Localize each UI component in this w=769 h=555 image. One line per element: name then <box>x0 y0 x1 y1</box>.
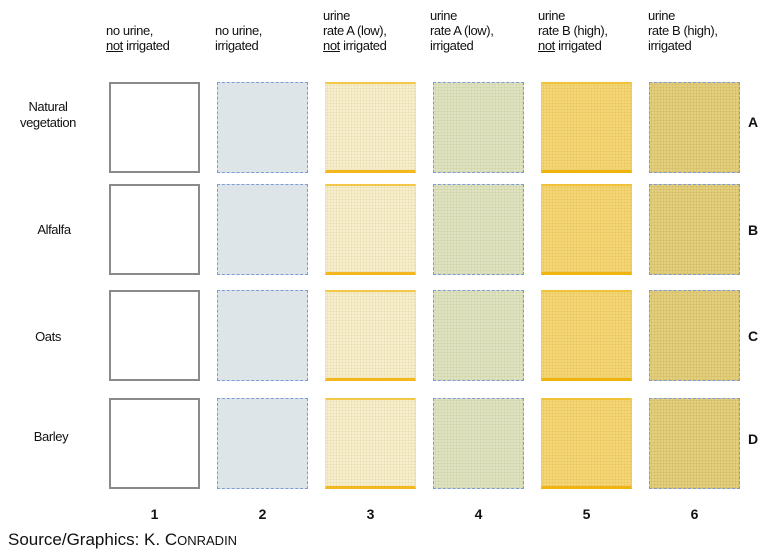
plot-c6 <box>649 290 740 381</box>
plot-b6 <box>649 184 740 275</box>
plot-a2 <box>217 82 308 173</box>
column-number-4: 4 <box>474 506 483 522</box>
plot-c5 <box>541 290 632 381</box>
plot-b1 <box>109 184 200 275</box>
underlined-word: not <box>323 38 340 53</box>
plot-c1 <box>109 290 200 381</box>
column-header-5: urine rate B (high), not irrigated <box>538 8 648 53</box>
row-label-a: Natural vegetation <box>20 99 76 130</box>
row-code-d: D <box>748 431 759 447</box>
plot-a4 <box>433 82 524 173</box>
row-code-c: C <box>748 328 759 344</box>
plot-d3 <box>325 398 416 489</box>
plot-a1 <box>109 82 200 173</box>
plot-d6 <box>649 398 740 489</box>
source-credit: Source/Graphics: K. CONRADIN <box>8 530 238 549</box>
column-header-line: urine <box>648 8 675 23</box>
plot-d2 <box>217 398 308 489</box>
plot-c2 <box>217 290 308 381</box>
column-number-5: 5 <box>582 506 591 522</box>
plot-b2 <box>217 184 308 275</box>
column-header-line: rate B (high), <box>648 23 718 38</box>
underlined-word: not <box>106 38 123 53</box>
column-header-line: irrigated <box>215 38 259 53</box>
row-code-b: B <box>748 222 759 238</box>
plot-c3 <box>325 290 416 381</box>
column-number-3: 3 <box>366 506 375 522</box>
column-header-line: rate A (low), <box>323 23 387 38</box>
plot-b4 <box>433 184 524 275</box>
row-code-a: A <box>748 114 759 130</box>
column-header-line: irrigated <box>430 38 474 53</box>
plot-a5 <box>541 82 632 173</box>
plot-c4 <box>433 290 524 381</box>
column-header-line: urine <box>538 8 565 23</box>
column-header-line: no urine, <box>106 23 153 38</box>
plot-a3 <box>325 82 416 173</box>
column-number-6: 6 <box>690 506 699 522</box>
row-label-c: Oats <box>35 329 61 344</box>
column-header-3: urine rate A (low), not irrigated <box>323 8 433 53</box>
column-header-6: urine rate B (high), irrigated <box>648 8 758 53</box>
column-header-line: urine <box>430 8 457 23</box>
plot-b3 <box>325 184 416 275</box>
column-header-line: no urine, <box>215 23 262 38</box>
plot-d1 <box>109 398 200 489</box>
column-header-4: urine rate A (low), irrigated <box>430 8 540 53</box>
column-number-2: 2 <box>258 506 267 522</box>
plot-d4 <box>433 398 524 489</box>
column-header-line: rate B (high), <box>538 23 608 38</box>
plot-a6 <box>649 82 740 173</box>
column-number-1: 1 <box>150 506 159 522</box>
column-header-1: no urine, not irrigated <box>106 8 216 53</box>
underlined-word: not <box>538 38 555 53</box>
column-header-line: rate A (low), <box>430 23 494 38</box>
plot-b5 <box>541 184 632 275</box>
column-header-2: no urine, irrigated <box>215 8 325 53</box>
plot-d5 <box>541 398 632 489</box>
column-header-line: urine <box>323 8 350 23</box>
row-label-b: Alfalfa <box>37 222 71 237</box>
column-header-line: irrigated <box>648 38 692 53</box>
row-label-d: Barley <box>33 429 69 444</box>
